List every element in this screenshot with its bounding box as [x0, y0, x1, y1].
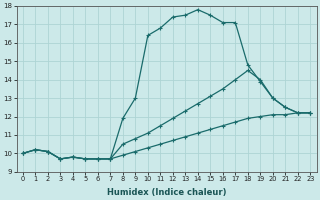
X-axis label: Humidex (Indice chaleur): Humidex (Indice chaleur) [107, 188, 226, 197]
